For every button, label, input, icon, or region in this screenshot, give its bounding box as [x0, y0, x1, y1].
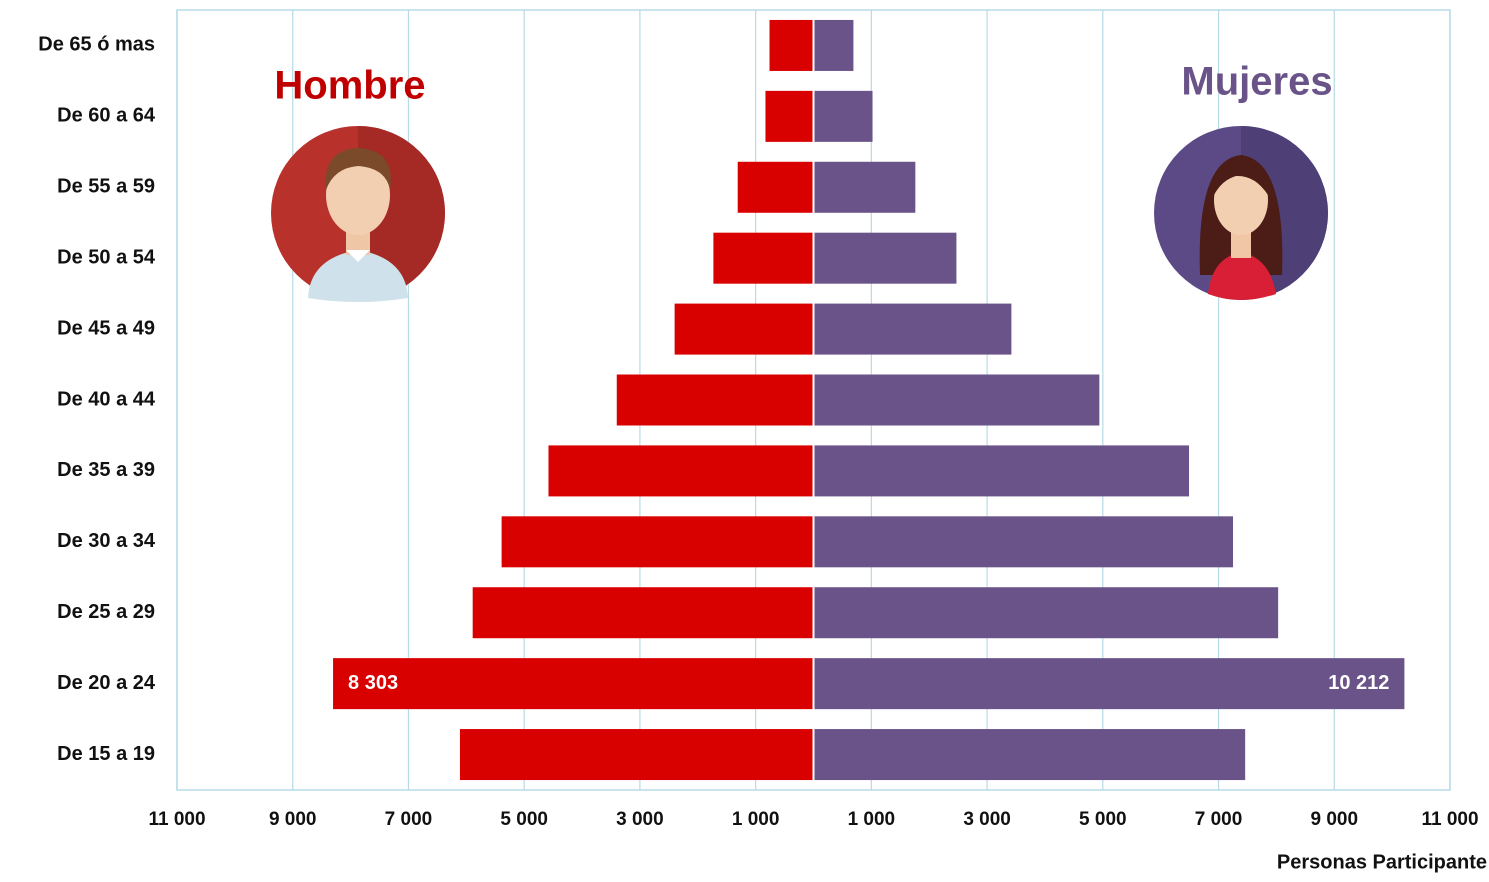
y-tick-label: De 55 a 59 — [57, 176, 155, 198]
y-tick-label: De 30 a 34 — [57, 530, 156, 552]
bar — [814, 658, 1405, 710]
series-label-women: Mujeres — [1181, 60, 1332, 104]
bar — [814, 516, 1234, 568]
bar — [713, 232, 813, 284]
x-tick-label: 11 000 — [148, 809, 205, 830]
bar — [814, 445, 1190, 497]
bar — [814, 90, 873, 142]
bars — [333, 19, 1405, 781]
y-tick-label: De 15 a 19 — [57, 743, 155, 765]
y-tick-label: De 25 a 29 — [57, 601, 155, 623]
bar — [737, 161, 813, 213]
bar — [814, 232, 957, 284]
bar — [501, 516, 813, 568]
y-tick-label: De 20 a 24 — [57, 672, 156, 694]
bar — [616, 374, 813, 426]
x-tick-label: 7 000 — [385, 809, 433, 830]
bar — [765, 90, 813, 142]
y-tick-label: De 35 a 39 — [57, 459, 155, 481]
man-icon — [271, 126, 445, 302]
y-tick-label: De 60 a 64 — [57, 105, 156, 127]
bar — [674, 303, 813, 355]
woman-icon — [1154, 126, 1328, 300]
bar — [814, 161, 916, 213]
x-tick-label: 3 000 — [963, 809, 1011, 830]
x-tick-label: 9 000 — [1310, 809, 1358, 830]
bar — [769, 19, 813, 71]
bar — [814, 587, 1279, 639]
y-tick-label: De 45 a 49 — [57, 317, 155, 339]
x-tick-label: 9 000 — [269, 809, 317, 830]
bar — [814, 303, 1012, 355]
x-axis-label: Personas Participante — [1277, 851, 1487, 873]
value-label: 10 212 — [1328, 672, 1389, 694]
bar — [333, 658, 813, 710]
x-tick-label: 1 000 — [732, 809, 780, 830]
bar — [814, 19, 854, 71]
x-tick-label: 5 000 — [1079, 809, 1127, 830]
bar — [814, 374, 1100, 426]
x-tick-label: 1 000 — [848, 809, 896, 830]
y-tick-label: De 40 a 44 — [57, 388, 156, 410]
y-tick-label: De 50 a 54 — [57, 246, 156, 268]
x-tick-label: 11 000 — [1421, 809, 1478, 830]
bar — [814, 729, 1246, 781]
y-tick-label: De 65 ó mas — [38, 34, 155, 56]
bar — [459, 729, 813, 781]
x-tick-label: 5 000 — [500, 809, 548, 830]
x-tick-label: 3 000 — [616, 809, 664, 830]
bar — [472, 587, 813, 639]
series-label-men: Hombre — [274, 64, 425, 108]
x-tick-label: 7 000 — [1195, 809, 1243, 830]
value-label: 8 303 — [348, 672, 398, 694]
bar — [548, 445, 813, 497]
